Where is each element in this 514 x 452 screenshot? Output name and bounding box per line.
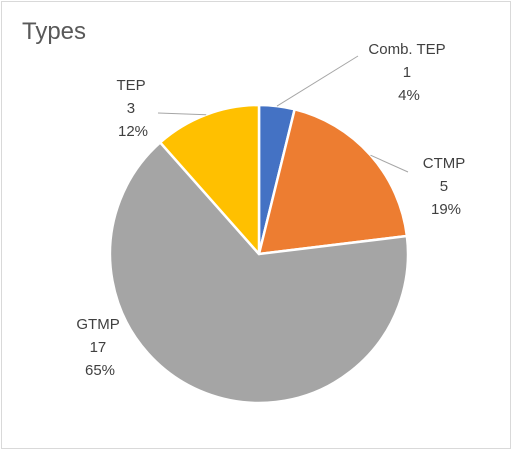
pie-slices	[108, 103, 410, 405]
slice-label-ctmp: CTMP 5 19%	[423, 155, 469, 218]
slice-label-gtmp-name: GTMP	[76, 316, 119, 333]
leader-line-ctmp	[370, 154, 409, 173]
leader-line-comb-tep	[276, 55, 359, 107]
slice-label-gtmp-percent: 65%	[85, 362, 115, 379]
slice-label-comb-tep-percent: 4%	[398, 87, 420, 104]
slice-label-tep: TEP 3 12%	[116, 77, 149, 140]
pie-slice-gtmp	[108, 141, 410, 405]
slice-label-ctmp-name: CTMP	[423, 155, 465, 172]
slice-label-comb-tep-name: Comb. TEP	[368, 41, 445, 58]
slice-label-gtmp-value: 17	[90, 339, 107, 356]
slice-label-tep-name: TEP	[116, 77, 145, 94]
chart-title: Types	[22, 18, 87, 45]
leader-line-tep	[157, 112, 207, 116]
slice-label-comb-tep: Comb. TEP 1 4%	[368, 41, 449, 104]
slice-label-gtmp: GTMP 17 65%	[76, 316, 123, 379]
slice-label-comb-tep-value: 1	[403, 64, 411, 81]
slice-label-tep-value: 3	[127, 100, 135, 117]
leader-lines	[157, 55, 409, 173]
slice-label-ctmp-percent: 19%	[431, 201, 461, 218]
slice-label-tep-percent: 12%	[118, 123, 148, 140]
slice-label-ctmp-value: 5	[440, 178, 448, 195]
